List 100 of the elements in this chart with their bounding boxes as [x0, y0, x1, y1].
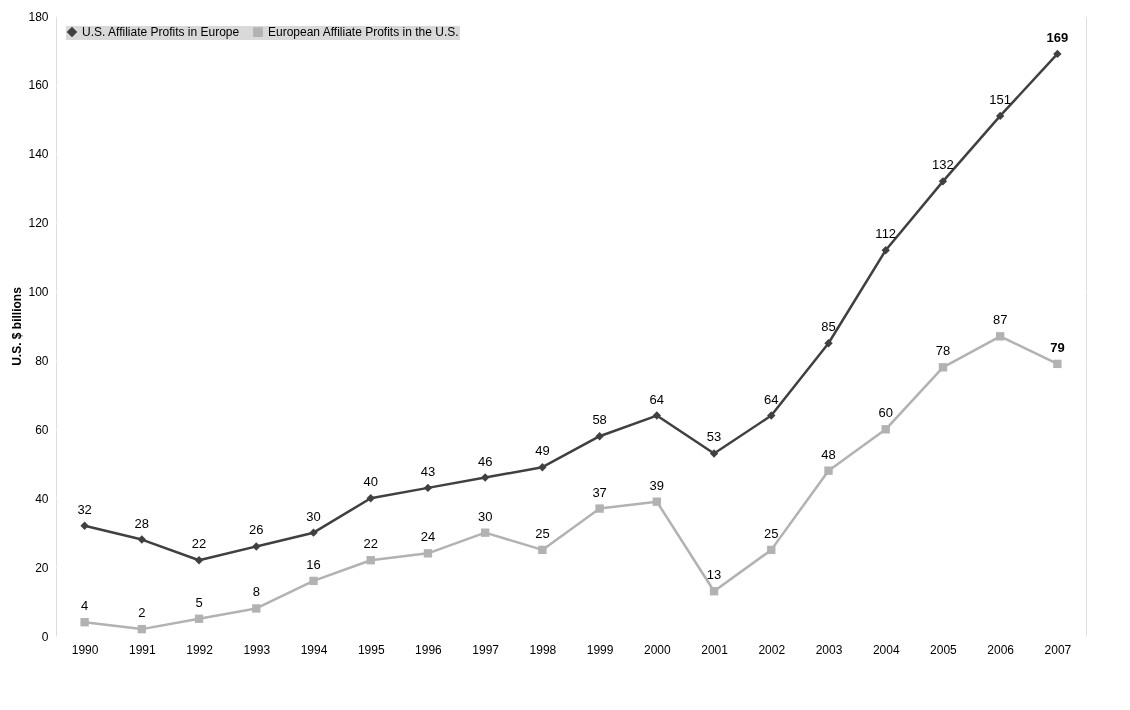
x-tick-label: 1997: [472, 642, 500, 657]
y-tick-label: 0: [41, 629, 49, 644]
point: [767, 411, 776, 420]
point: [137, 535, 147, 544]
point: [652, 497, 662, 506]
x-tick-label: 1996: [415, 642, 443, 657]
data-label: 13: [706, 567, 722, 583]
y-tick-label: 40: [35, 491, 49, 506]
y-axis-title: U.S. $ billions: [10, 286, 25, 366]
x-tick-label: 2004: [872, 642, 900, 657]
x-tick-label: 1991: [128, 642, 156, 657]
point: [1053, 359, 1062, 369]
x-tick-label: 2005: [930, 642, 958, 657]
data-label: 8: [252, 584, 260, 600]
data-label: 132: [932, 157, 954, 173]
point: [1053, 49, 1062, 59]
point: [824, 466, 833, 475]
point: [309, 576, 318, 586]
point: [252, 604, 261, 613]
data-label: 30: [306, 508, 321, 524]
point: [709, 449, 719, 458]
x-tick-label: 2000: [643, 642, 671, 657]
point: [881, 425, 890, 434]
data-label: 32: [77, 501, 92, 517]
y-tick-label: 160: [28, 78, 49, 93]
x-tick-label: 1992: [186, 642, 214, 657]
data-label: 53: [706, 429, 722, 445]
point: [366, 556, 375, 565]
x-tick-label: 2001: [701, 642, 729, 657]
point: [709, 587, 719, 596]
point: [767, 545, 776, 555]
data-label: 25: [535, 525, 550, 541]
data-label: 60: [878, 405, 893, 421]
data-label: 64: [649, 391, 665, 407]
x-tick-label: 1998: [529, 642, 557, 657]
x-tick-label: 1995: [357, 642, 385, 657]
point: [995, 332, 1005, 341]
point: [538, 463, 547, 472]
point: [595, 504, 604, 513]
point: [595, 432, 604, 441]
point: [538, 545, 547, 555]
data-label: 151: [989, 91, 1012, 107]
y-tick-label: 80: [35, 353, 49, 368]
data-label: 25: [764, 525, 779, 541]
data-label: 78: [935, 343, 951, 359]
point: [137, 624, 147, 634]
data-label: 28: [134, 515, 150, 531]
data-label: 58: [592, 412, 607, 428]
data-label: 39: [649, 477, 665, 493]
data-label: 2: [138, 605, 146, 621]
x-tick-label: 1994: [300, 642, 328, 657]
data-label: 22: [363, 536, 378, 552]
point: [995, 111, 1005, 121]
data-label: 26: [249, 522, 264, 538]
point: [194, 556, 204, 565]
y-tick-label: 60: [35, 422, 49, 437]
x-tick-label: 1999: [586, 642, 614, 657]
point: [881, 246, 890, 255]
data-label: 169: [1046, 29, 1069, 45]
data-label: 48: [821, 446, 836, 462]
data-label: 4: [80, 598, 89, 614]
data-label: 16: [306, 556, 321, 572]
point: [824, 339, 833, 348]
point: [309, 528, 318, 537]
legend-label: European Affiliate Profits in the U.S.: [268, 25, 459, 40]
y-tick-label: 140: [28, 147, 49, 162]
point: [80, 521, 89, 530]
point: [423, 549, 433, 558]
x-tick-label: 2006: [987, 642, 1015, 657]
point: [938, 177, 948, 186]
data-label: 49: [535, 443, 550, 459]
data-label: 85: [821, 319, 836, 335]
data-label: 22: [191, 536, 207, 552]
data-label: 43: [420, 463, 436, 479]
point: [938, 363, 948, 372]
data-label: 87: [992, 312, 1008, 328]
point: [652, 411, 662, 420]
x-tick-label: 2003: [815, 642, 843, 657]
y-tick-label: 20: [35, 560, 49, 575]
point: [194, 614, 204, 623]
x-tick-label: 2002: [758, 642, 786, 657]
x-tick-label: 1990: [71, 642, 99, 657]
data-label: 24: [420, 529, 436, 545]
point: [252, 542, 261, 551]
x-tick-label: 2007: [1044, 642, 1072, 657]
point: [423, 483, 433, 493]
y-tick-label: 180: [28, 9, 49, 24]
data-label: 112: [875, 226, 897, 242]
data-label: 30: [477, 508, 493, 524]
y-tick-label: 120: [28, 216, 49, 231]
point: [80, 618, 89, 627]
y-tick-label: 100: [28, 285, 49, 300]
data-label: 79: [1050, 339, 1065, 355]
data-label: 64: [764, 391, 779, 407]
point: [480, 528, 490, 537]
point: [480, 473, 490, 482]
data-label: 46: [477, 453, 493, 469]
data-label: 37: [592, 484, 607, 500]
x-tick-label: 1993: [243, 642, 271, 657]
data-label: 5: [195, 594, 203, 610]
